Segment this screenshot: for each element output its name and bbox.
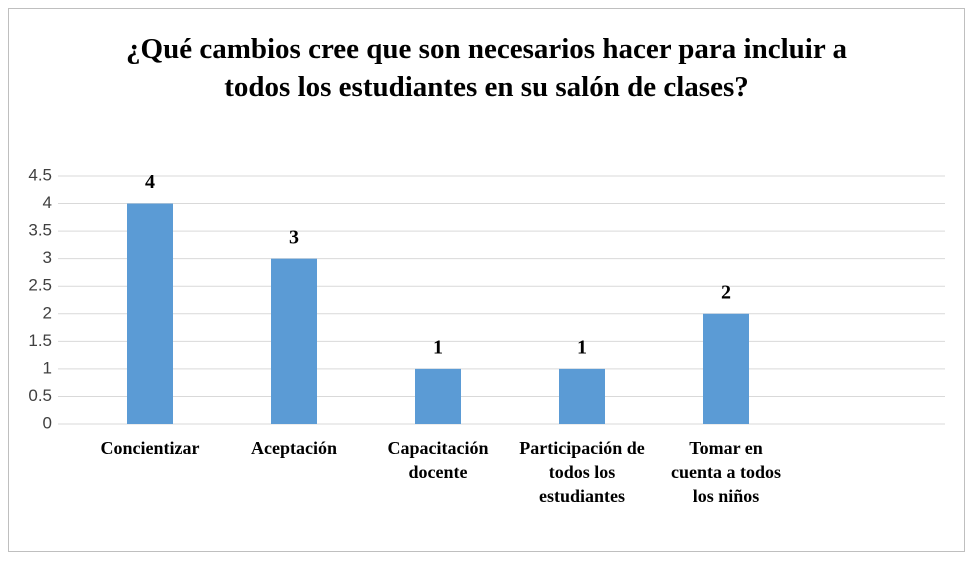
bar [703,313,749,424]
data-label: 2 [721,281,731,303]
bar [415,368,461,424]
y-tick-label: 1.5 [28,331,52,350]
x-tick-label: Participación de todos los estudiantes [519,438,645,506]
y-tick-label: 2 [43,303,52,322]
data-label: 4 [145,171,155,193]
data-label: 1 [577,336,587,358]
y-tick-label: 1 [43,358,52,377]
bar [559,368,605,424]
x-tick-label: Aceptación [251,438,337,458]
x-tick-label: Capacitación docente [387,438,489,482]
x-tick-label: Tomar en cuenta a todos los niños [671,438,782,506]
bar [271,258,317,424]
data-label: 3 [289,226,299,248]
x-tick-label: Concientizar [100,438,200,458]
bar [127,203,173,424]
data-label: 1 [433,336,443,358]
y-tick-label: 2.5 [28,276,52,295]
y-tick-label: 4.5 [28,165,52,184]
y-tick-label: 4 [43,193,52,212]
y-tick-label: 0 [43,413,52,432]
y-tick-label: 3 [43,248,52,267]
y-tick-label: 3.5 [28,221,52,240]
chart-title: ¿Qué cambios cree que son necesarios hac… [126,33,847,103]
y-tick-label: 0.5 [28,386,52,405]
